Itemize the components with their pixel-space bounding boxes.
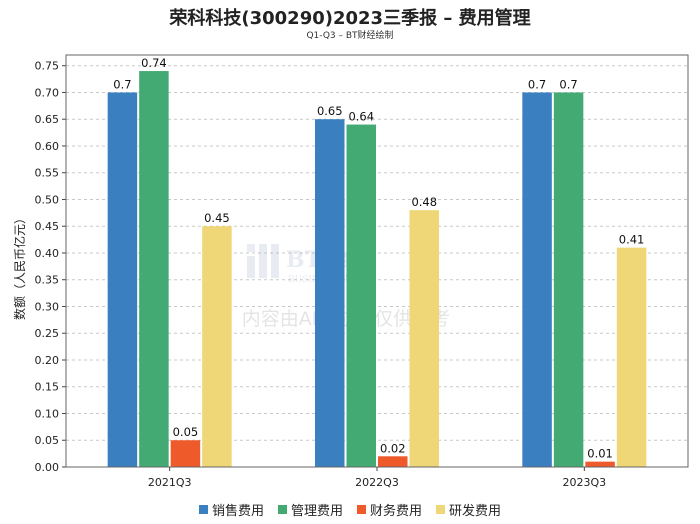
y-tick-label: 0.00 [35,461,60,474]
legend-swatch [357,505,366,514]
legend-item: 研发费用 [436,500,501,519]
bar [107,92,138,468]
chart-subtitle: Q1-Q3 – BT财经绘制 [306,31,394,41]
data-label: 0.74 [141,56,167,70]
y-tick-label: 0.45 [35,220,60,233]
bar [346,124,376,467]
chart-title: 荣科科技(300290)2023三季报 – 费用管理 [169,8,531,29]
data-label: 0.02 [380,441,406,455]
legend-item: 管理费用 [277,500,343,519]
y-tick-label: 0.20 [35,354,60,367]
legend-label: 财务费用 [370,504,423,519]
y-tick-label: 0.70 [35,86,60,99]
legend-swatch [436,505,446,514]
bar [139,71,169,468]
watermark-notice: 内容由AI生成，仅供参考 [242,308,451,330]
data-label: 0.01 [587,447,613,461]
y-tick-label: 0.50 [35,193,60,206]
bar [616,247,647,467]
y-tick-label: 0.25 [35,327,60,340]
watermark-logo-icon [247,244,279,278]
bar [202,226,232,467]
value-labels: 0.7 0.74 0.05 0.45 0.65 0.64 0.02 0.48 0.7 0.7 0.0… [113,56,644,461]
data-label: 0.48 [411,195,437,209]
data-label: 0.64 [348,110,374,124]
data-label: 0.41 [619,233,645,247]
legend: 销售费用 管理费用 财务费用 研发费用 [0,500,700,519]
y-tick-label: 0.60 [35,140,60,153]
bars [107,71,647,468]
bar [409,210,439,468]
y-tick-label: 0.30 [35,300,60,313]
y-tick-label: 0.55 [35,167,60,180]
legend-item: 财务费用 [357,500,422,519]
y-tick-label: 0.40 [35,247,60,260]
bar-chart: BT财经 BUSINESSTIMES 内容由AI生成，仅供参考 0.70.740… [12,54,689,489]
bar [378,456,408,467]
legend-swatch [198,505,208,514]
bar [315,119,345,467]
y-tick-label: 0.35 [35,274,60,287]
legend-swatch [277,505,287,514]
legend-item: 销售费用 [198,500,264,519]
x-tick-label: 2022Q3 [355,476,399,489]
legend-label: 管理费用 [290,504,343,519]
x-tick-label: 2023Q3 [563,476,607,489]
legend-label: 研发费用 [449,504,502,519]
y-tick-label: 0.10 [35,407,60,420]
data-label: 0.7 [528,77,546,91]
legend-label: 销售费用 [211,504,264,519]
y-axis-label: 数额（人民币亿元） [12,212,27,320]
data-label: 0.7 [113,77,131,91]
bar [522,92,552,468]
axes: 0.00 0.05 0.10 0.15 0.20 0.25 0.30 0.35 0.40 0.45… [35,54,689,489]
x-tick-label: 2021Q3 [148,476,192,489]
data-label: 0.65 [317,104,343,118]
bar [585,461,615,467]
y-tick-label: 0.05 [35,434,60,447]
y-tick-label: 0.75 [35,60,60,73]
bar [553,92,584,468]
bar [170,440,201,467]
data-label: 0.05 [173,425,199,439]
y-tick-label: 0.65 [35,113,60,126]
data-label: 0.45 [204,211,230,225]
data-label: 0.7 [559,77,577,91]
y-tick-label: 0.15 [35,381,60,394]
